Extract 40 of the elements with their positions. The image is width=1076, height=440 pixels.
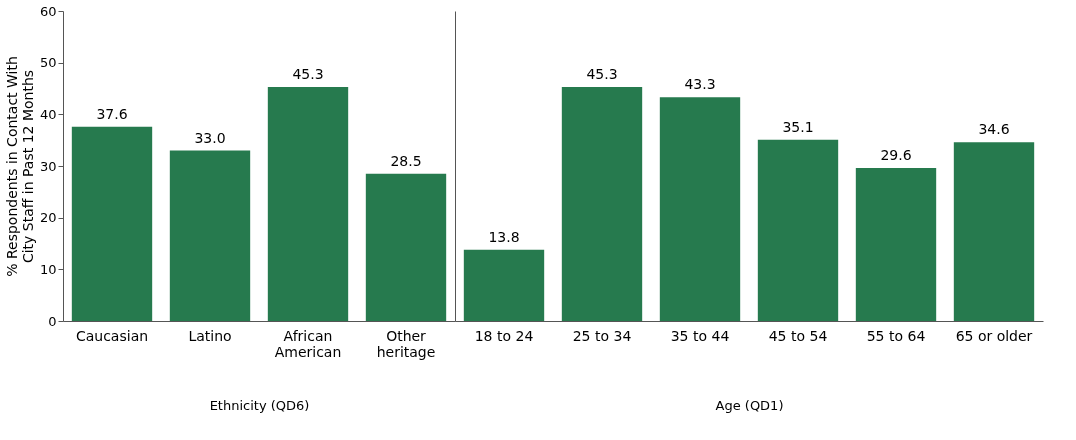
data-label: 33.0 — [194, 129, 226, 146]
bar — [267, 86, 349, 321]
x-tick-label: 45 to 54 — [768, 327, 828, 344]
x-tick-label: African American — [274, 327, 342, 360]
bar — [659, 97, 741, 321]
bar — [169, 150, 251, 321]
x-tick-label: 55 to 64 — [866, 327, 926, 344]
bar — [365, 173, 447, 321]
y-tick-label: 30 — [39, 158, 57, 174]
bar — [463, 249, 545, 321]
y-tick-label: 0 — [48, 313, 57, 329]
y-axis-title: % Respondents in Contact With City Staff in Past 12 Months — [3, 56, 36, 277]
x-tick-label: Other heritage — [376, 327, 436, 360]
data-label: 13.8 — [488, 228, 520, 245]
bar — [757, 139, 839, 321]
x-tick-label: 18 to 24 — [474, 327, 534, 344]
x-tick-label: 65 or older — [955, 327, 1033, 344]
data-label: 35.1 — [782, 118, 814, 135]
x-axis-title: Age (QD1) — [715, 397, 784, 413]
bar — [561, 86, 643, 321]
data-label: 34.6 — [978, 121, 1010, 138]
data-label: 28.5 — [390, 152, 422, 169]
x-tick-label: 25 to 34 — [572, 327, 632, 344]
data-label: 43.3 — [684, 76, 716, 93]
bar — [855, 168, 937, 321]
data-label: 37.6 — [96, 105, 128, 122]
bar — [953, 142, 1035, 321]
x-tick-label: 35 to 44 — [670, 327, 730, 344]
y-tick-label: 20 — [39, 210, 57, 226]
data-label: 45.3 — [586, 65, 618, 82]
data-label: 29.6 — [880, 147, 912, 164]
y-tick-label: 50 — [39, 55, 57, 71]
y-tick-label: 10 — [39, 261, 57, 277]
bar — [71, 126, 153, 321]
data-label: 45.3 — [292, 65, 324, 82]
x-axis-title: Ethnicity (QD6) — [209, 397, 310, 413]
x-tick-label: Caucasian — [75, 327, 149, 344]
x-tick-label: Latino — [188, 327, 232, 344]
y-tick-label: 60 — [39, 3, 57, 19]
y-tick-label: 40 — [39, 106, 57, 122]
